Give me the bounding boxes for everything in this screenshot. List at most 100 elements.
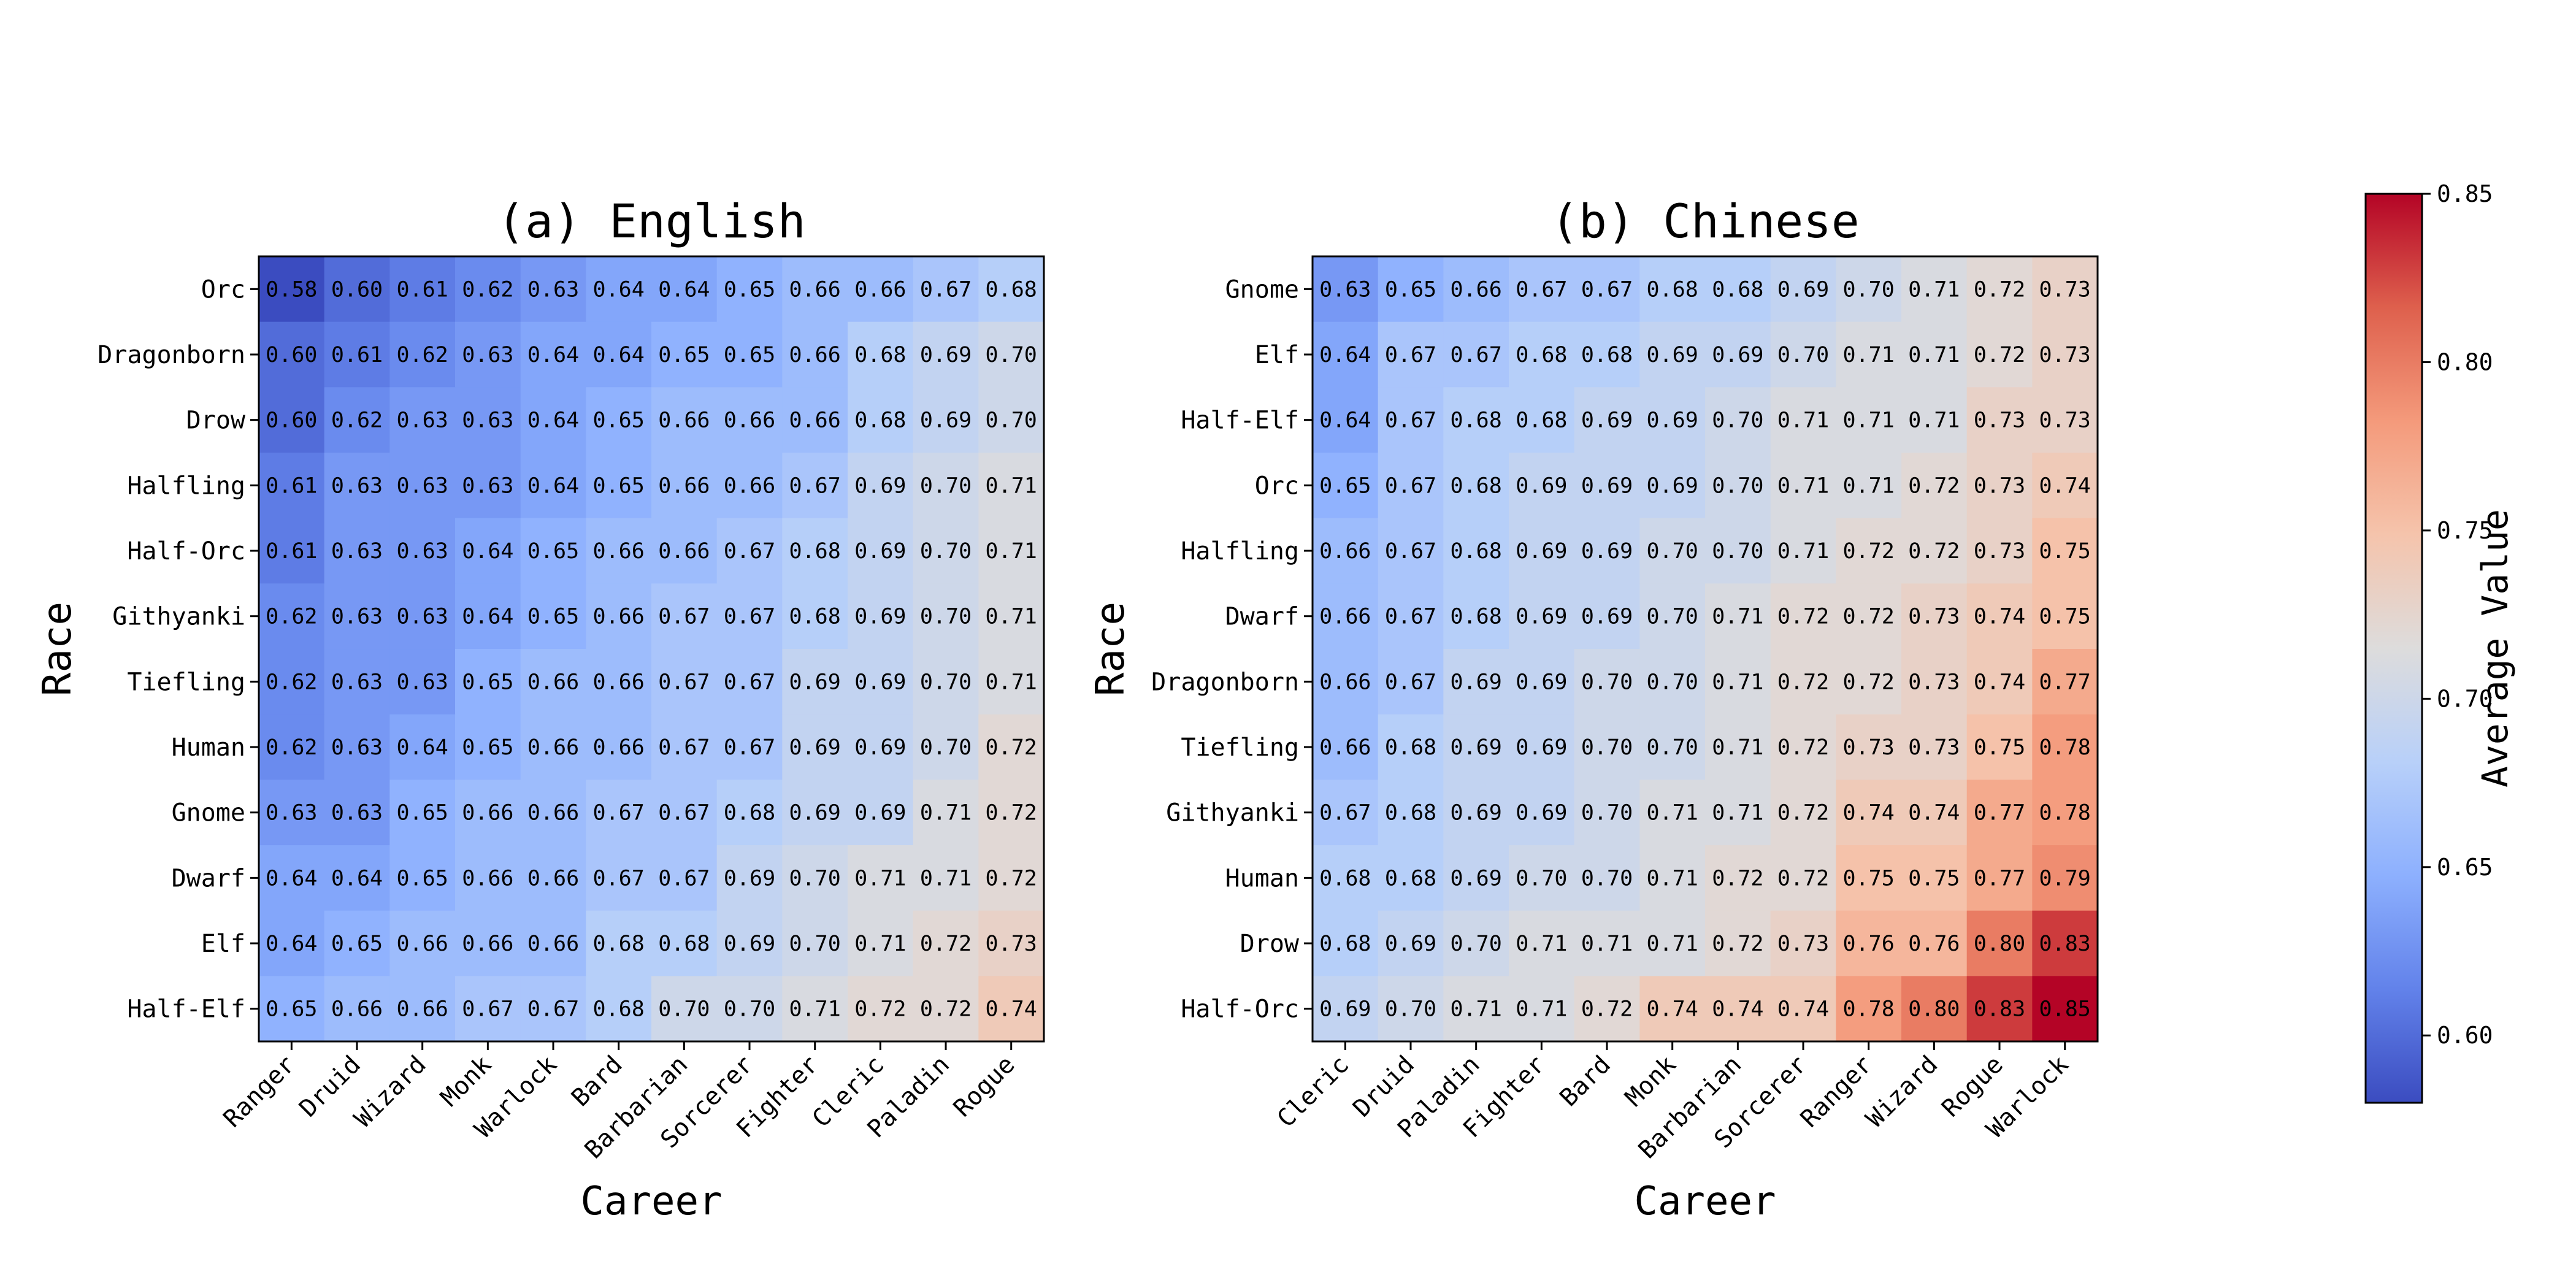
heatmap-cell-label: 0.63 [462,473,513,498]
panel-chinese-cell-labels: 0.63 0.65 0.66 0.67 0.67 0.68 0.68 0.69 0.70 0.71… [1319,277,2091,1021]
heatmap-cell [1770,845,1836,911]
heatmap-cell [782,518,848,584]
heatmap-cell [1443,256,1509,323]
heatmap-cell-label: 0.66 [1319,539,1371,564]
heatmap-cell-label: 0.70 [920,473,972,498]
heatmap-cell-label: 0.71 [920,801,972,826]
heatmap-cell [2032,321,2098,388]
heatmap-cell [324,649,390,715]
heatmap-cell [1901,387,1968,453]
heatmap-cell-label: 0.68 [1516,343,1567,367]
heatmap-cell [1836,321,1902,388]
heatmap-cell-label: 0.72 [1712,866,1763,891]
heatmap-cell [978,321,1045,388]
heatmap-cell-label: 0.66 [1451,277,1502,302]
heatmap-cell [1966,976,2033,1042]
heatmap-cell [1966,256,2033,323]
heatmap-cell [259,387,325,453]
heatmap-cell [1770,910,1836,976]
heatmap-cell [1705,256,1771,323]
heatmap-cell-label: 0.64 [331,866,383,891]
heatmap-cell-label: 0.71 [1516,997,1567,1022]
heatmap-cell [520,780,586,846]
heatmap-cell [520,321,586,388]
colorbar-tick-label: 0.65 [2437,854,2493,881]
heatmap-cell-label: 0.67 [724,605,775,629]
heatmap-cell-label: 0.67 [1451,343,1502,367]
heatmap-cell-label: 0.61 [331,343,383,367]
heatmap-cell [1639,518,1706,584]
heatmap-cell-label: 0.74 [1777,997,1829,1022]
heatmap-cell-label: 0.67 [1516,277,1567,302]
heatmap-cell [1509,387,1575,453]
heatmap-cell-label: 0.64 [462,605,513,629]
heatmap-cell-label: 0.69 [854,605,906,629]
heatmap-cell [455,649,521,715]
heatmap-cell [1443,714,1509,780]
heatmap-cell-label: 0.77 [1974,866,2025,891]
heatmap-cell [716,714,783,780]
heatmap-cell-label: 0.68 [854,343,906,367]
heatmap-cell-label: 0.66 [593,605,645,629]
heatmap-cell [1770,256,1836,323]
heatmap-cell-label: 0.69 [854,539,906,564]
heatmap-cell-label: 0.69 [789,670,841,694]
heatmap-cell-label: 0.70 [1647,735,1698,760]
heatmap-cell [651,256,718,323]
heatmap-cell-label: 0.64 [527,408,579,433]
heatmap-cell-label: 0.71 [1712,801,1763,826]
heatmap-cell [1378,845,1444,911]
heatmap-cell-label: 0.70 [920,539,972,564]
heatmap-cell-label: 0.67 [1581,277,1633,302]
heatmap-cell [978,583,1045,650]
heatmap-cell-label: 0.65 [1319,473,1371,498]
heatmap-cell [1901,845,1968,911]
y-tick-label-tiefling: Tiefling [127,668,245,696]
heatmap-cell-label: 0.72 [1843,605,1895,629]
heatmap-cell [520,256,586,323]
heatmap-cell [651,976,718,1042]
heatmap-cell-label: 0.70 [1581,735,1633,760]
heatmap-cell-label: 0.66 [527,801,579,826]
heatmap-cell-label: 0.70 [789,932,841,956]
heatmap-cell-label: 0.69 [1451,866,1502,891]
heatmap-cell-label: 0.65 [397,801,448,826]
heatmap-cell-label: 0.65 [593,473,645,498]
heatmap-cell-label: 0.71 [920,866,972,891]
heatmap-cell-label: 0.66 [724,408,775,433]
heatmap-cell-label: 0.66 [397,932,448,956]
heatmap-cell-label: 0.73 [1974,408,2025,433]
colorbar: 0.60 0.65 0.70 0.75 0.80 0.85 Average Value [2364,180,2516,1104]
heatmap-cell [782,387,848,453]
heatmap-cell [520,649,586,715]
panel-chinese-x-axis-label: Career [1634,1179,1776,1224]
heatmap-cell [1901,714,1968,780]
heatmap-cell-label: 0.68 [1385,735,1436,760]
heatmap-cell-label: 0.76 [1843,932,1895,956]
heatmap-cell-label: 0.68 [658,932,710,956]
heatmap-cell-label: 0.63 [462,408,513,433]
heatmap-cell [586,976,652,1042]
heatmap-cell-label: 0.70 [1712,408,1763,433]
heatmap-cell-label: 0.69 [1516,539,1567,564]
heatmap-cell-label: 0.72 [986,801,1037,826]
heatmap-cell [520,910,586,976]
heatmap-cell [586,583,652,650]
heatmap-cell-label: 0.68 [1451,473,1502,498]
y-tick-label-orc: Orc [201,275,245,304]
heatmap-cell-label: 0.71 [1712,735,1763,760]
heatmap-cell [848,780,914,846]
heatmap-cell [1836,780,1902,846]
heatmap-cell [913,256,979,323]
heatmap-cell-label: 0.72 [1581,997,1633,1022]
heatmap-cell-label: 0.70 [920,670,972,694]
heatmap-cell [1313,649,1379,715]
colorbar-tick-label: 0.85 [2437,180,2493,207]
heatmap-cell-label: 0.70 [1777,343,1829,367]
heatmap-cell [848,649,914,715]
heatmap-cell [1705,845,1771,911]
heatmap-cell [520,387,586,453]
heatmap-cell [913,714,979,780]
heatmap-cell-label: 0.65 [462,735,513,760]
heatmap-cell [1770,583,1836,650]
